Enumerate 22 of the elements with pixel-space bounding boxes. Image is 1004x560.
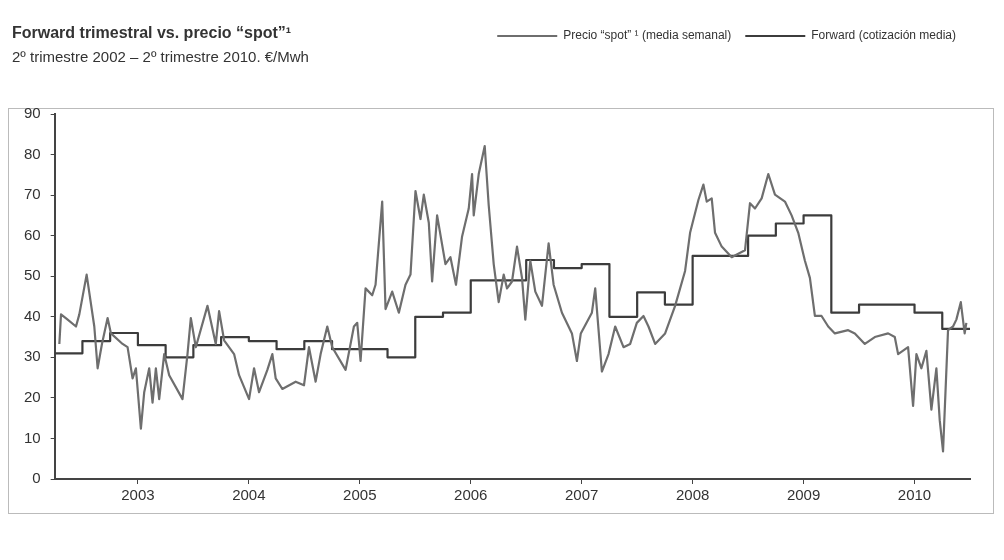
y-tick-label: 20: [24, 388, 41, 406]
y-tick-label: 30: [24, 347, 41, 365]
y-tick-label: 80: [24, 144, 41, 162]
x-tick-label: 2004: [232, 486, 266, 504]
legend-label: Precio “spot” ¹ (media semanal): [563, 28, 732, 43]
x-tick-label: 2006: [454, 486, 488, 504]
y-tick-label: 90: [24, 104, 41, 122]
x-tick-label: 2010: [897, 486, 932, 504]
legend-label: Forward (cotización media): [811, 28, 956, 43]
y-tick-label: 40: [24, 306, 41, 324]
x-tick-label: 2005: [343, 486, 377, 504]
x-tick-label: 2007: [565, 486, 599, 504]
y-tick-label: 60: [24, 225, 41, 243]
y-tick-label: 10: [24, 428, 41, 446]
x-tick-label: 2009: [786, 486, 821, 504]
y-tick-label: 70: [24, 185, 41, 203]
chart-subtitle: 2º trimestre 2002 – 2º trimestre 2010. €/Mwh: [12, 48, 309, 65]
y-tick-label: 50: [24, 266, 41, 284]
x-tick-label: 2008: [675, 486, 710, 504]
y-tick-label: 0: [32, 469, 41, 487]
x-tick-label: 2003: [121, 486, 155, 504]
chart-title: Forward trimestral vs. precio “spot”¹: [12, 24, 292, 42]
